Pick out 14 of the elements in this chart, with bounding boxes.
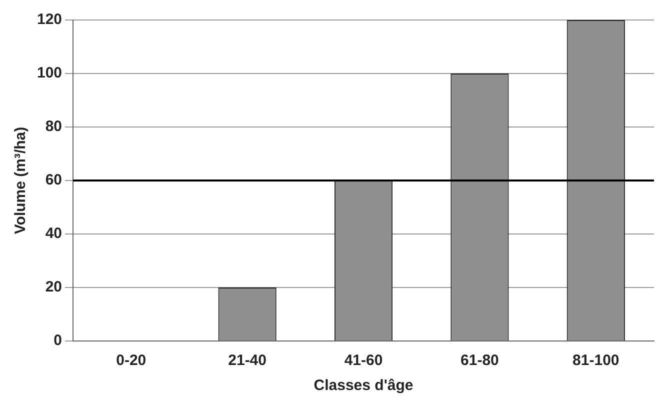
y-axis-title: Volume (m³/ha) [12, 126, 30, 234]
x-axis-title: Classes d'âge [314, 377, 414, 394]
y-tick-label: 40 [45, 225, 62, 242]
y-tick-label: 60 [45, 172, 62, 189]
x-tick-label: 21-40 [228, 352, 267, 370]
x-tick-label: 0-20 [116, 352, 146, 370]
x-tick-label: 81-100 [572, 352, 620, 370]
y-tick-label: 0 [54, 332, 62, 350]
y-tick-label: 120 [36, 11, 62, 28]
y-tick-label: 80 [45, 118, 62, 136]
y-tick-label: 20 [45, 278, 62, 296]
x-tick-label: 61-80 [460, 352, 499, 370]
x-tick-label: 41-60 [344, 352, 383, 370]
y-tick-label: 100 [36, 64, 62, 82]
